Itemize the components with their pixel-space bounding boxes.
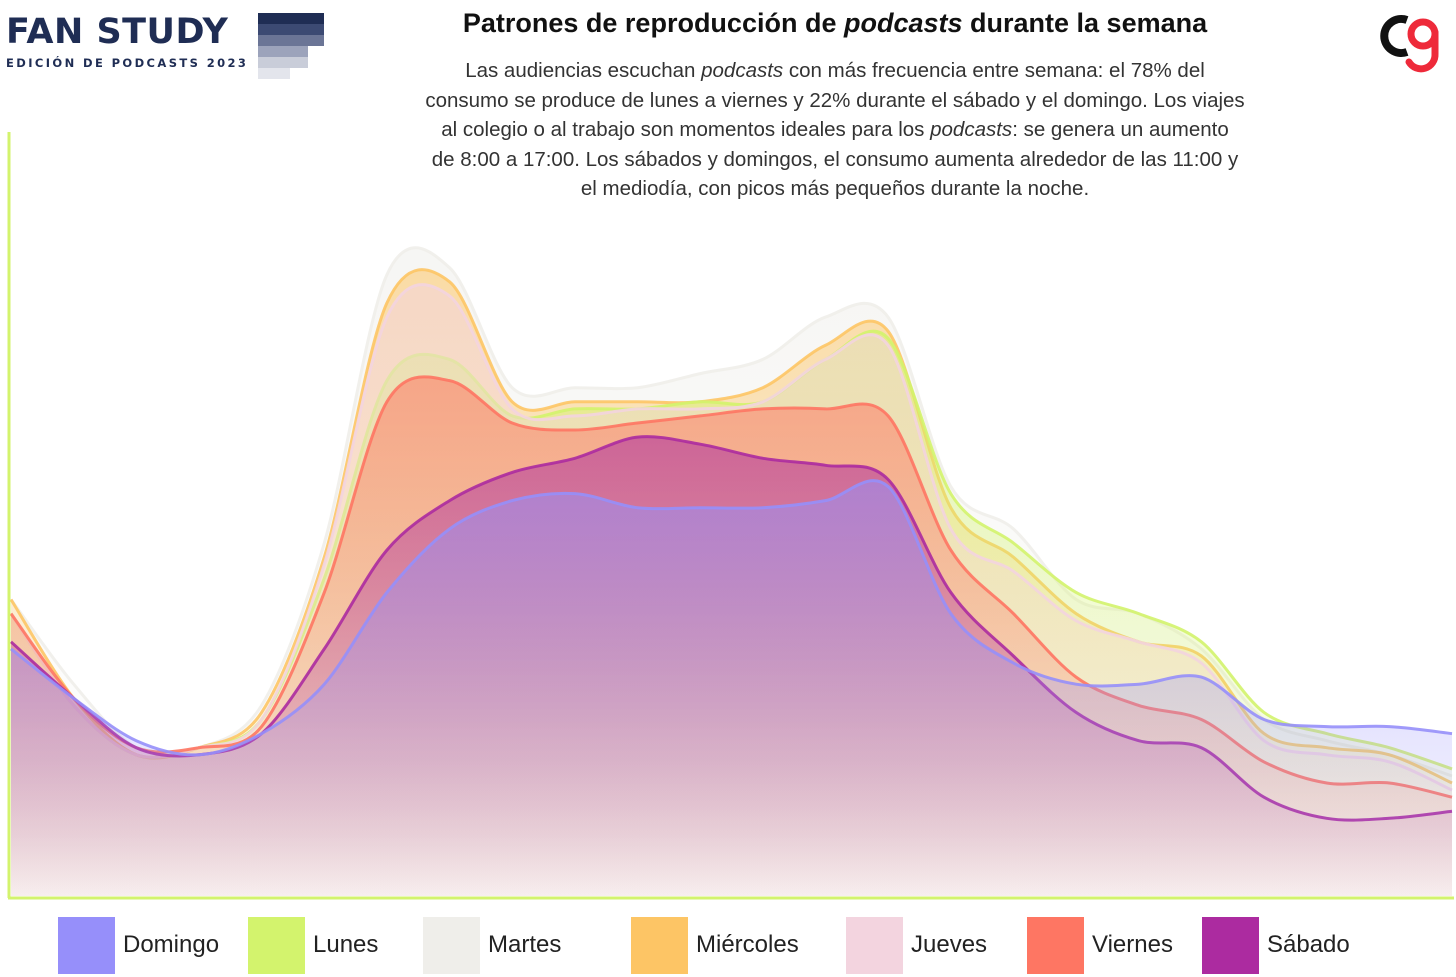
subtitle-segment: podcasts bbox=[701, 59, 784, 82]
legend-swatch bbox=[846, 916, 903, 974]
subtitle-line: Las audiencias escuchan podcasts con más… bbox=[380, 56, 1290, 86]
brand-step-bar bbox=[258, 13, 324, 24]
brand-title: FAN STUDY bbox=[6, 12, 229, 52]
brand-logo-icon bbox=[1380, 15, 1439, 73]
legend-label: Jueves bbox=[911, 931, 988, 958]
legend-label: Martes bbox=[488, 931, 562, 958]
legend-swatch bbox=[248, 916, 305, 974]
legend-item-jueves: Jueves bbox=[846, 916, 987, 974]
subtitle-segment: al colegio o al trabajo son momentos ide… bbox=[441, 118, 931, 141]
legend-swatch bbox=[631, 916, 688, 974]
chart-title: Patrones de reproducción de podcasts dur… bbox=[330, 8, 1340, 39]
legend-label: Miércoles bbox=[696, 931, 799, 958]
chart-legend: Domingo Lunes Martes Miércoles Jueves Viernes… bbox=[0, 912, 1456, 976]
legend-label: Domingo bbox=[123, 931, 220, 958]
chart-subtitle: Las audiencias escuchan podcasts con más… bbox=[380, 56, 1290, 204]
legend-swatch bbox=[1202, 916, 1259, 974]
legend-label: Sábado bbox=[1267, 931, 1350, 958]
brand-subtitle: EDICIÓN DE PODCASTS 2023 bbox=[6, 56, 249, 70]
brand-step-bar bbox=[258, 46, 308, 57]
brand-steps-graphic bbox=[258, 13, 324, 79]
legend-item-martes: Martes bbox=[423, 916, 561, 974]
legend-item-sábado: Sábado bbox=[1202, 916, 1350, 974]
legend-label: Viernes bbox=[1092, 931, 1173, 958]
legend-label: Lunes bbox=[313, 931, 379, 958]
subtitle-line: al colegio o al trabajo son momentos ide… bbox=[380, 115, 1290, 145]
line-jueves bbox=[9, 283, 1453, 792]
area-domingo bbox=[11, 480, 1452, 896]
title-part-1: Patrones de reproducción de bbox=[462, 8, 844, 38]
subtitle-line: de 8:00 a 17:00. Los sábados y domingos,… bbox=[380, 145, 1290, 175]
legend-item-miércoles: Miércoles bbox=[631, 916, 799, 974]
subtitle-line: el mediodía, con picos más pequeños dura… bbox=[380, 174, 1290, 204]
legend-item-viernes: Viernes bbox=[1027, 916, 1173, 974]
chart-axes bbox=[7, 132, 1454, 900]
legend-swatch bbox=[58, 916, 115, 974]
line-domingo bbox=[10, 479, 1453, 757]
subtitle-segment: : se genera un aumento bbox=[1012, 118, 1229, 141]
title-part-2: durante la semana bbox=[962, 8, 1208, 38]
title-part-em: podcasts bbox=[843, 8, 963, 38]
subtitle-segment: con más frecuencia entre semana: el 78% … bbox=[783, 59, 1205, 82]
area-chart bbox=[7, 132, 1454, 900]
subtitle-line: consumo se produce de lunes a viernes y … bbox=[380, 86, 1290, 116]
legend-item-domingo: Domingo bbox=[58, 916, 219, 974]
subtitle-segment: de 8:00 a 17:00. Los sábados y domingos,… bbox=[431, 147, 1239, 171]
legend-swatch bbox=[1027, 916, 1084, 974]
subtitle-segment: podcasts bbox=[930, 118, 1013, 141]
subtitle-segment: el mediodía, con picos más pequeños dura… bbox=[580, 177, 1090, 200]
brand-block: FAN STUDY EDICIÓN DE PODCASTS 2023 bbox=[6, 10, 248, 70]
brand-step-bar bbox=[258, 35, 324, 46]
brand-step-bar bbox=[258, 68, 290, 79]
subtitle-segment: Las audiencias escuchan bbox=[465, 59, 702, 82]
brand-step-bar bbox=[258, 24, 324, 35]
legend-item-lunes: Lunes bbox=[248, 916, 378, 974]
subtitle-segment: consumo se produce de lunes a viernes y … bbox=[425, 88, 1245, 112]
legend-swatch bbox=[423, 916, 480, 974]
chart-areas bbox=[9, 246, 1453, 897]
brand-step-bar bbox=[258, 57, 308, 68]
